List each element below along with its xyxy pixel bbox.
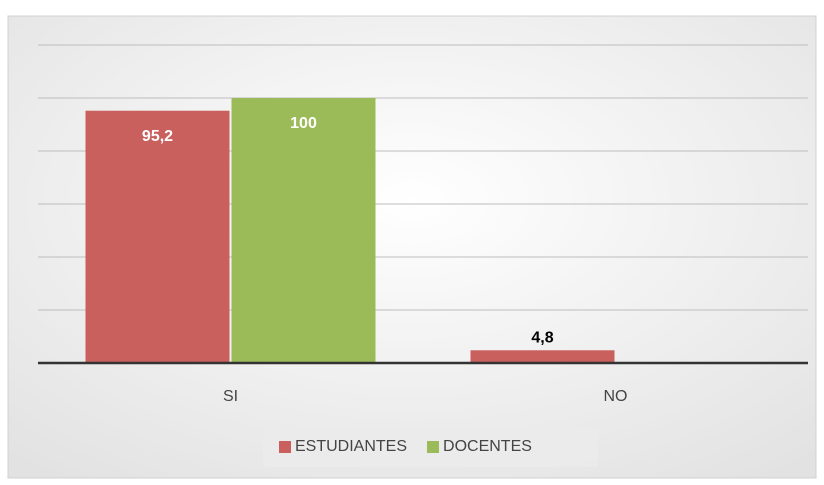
legend-label: DOCENTES [443,438,532,455]
x-tick-label: NO [604,388,628,405]
data-label: 4,8 [531,329,553,346]
legend-swatch [427,441,440,453]
data-label: 100 [290,115,317,132]
bar [231,98,376,363]
legend-swatch [279,441,291,453]
data-label: 95,2 [142,128,173,145]
bar [85,110,230,363]
legend-label: ESTUDIANTES [295,438,407,455]
x-tick-label: SI [223,388,238,405]
bar [470,350,615,363]
